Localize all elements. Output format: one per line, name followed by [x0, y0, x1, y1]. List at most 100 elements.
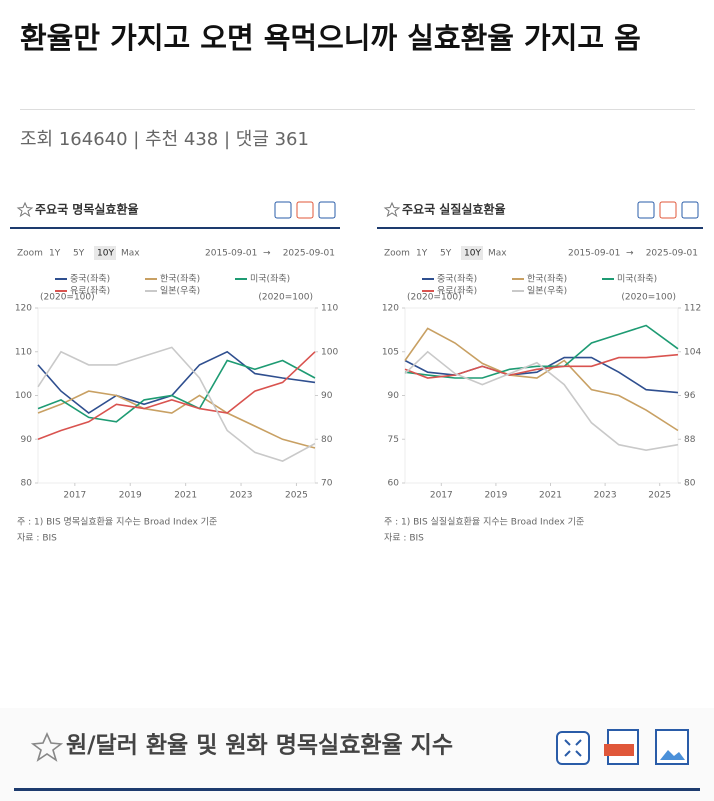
star-icon[interactable]: [16, 201, 34, 218]
x-tick-label: 2017: [63, 491, 86, 501]
legend-label: 유로(좌축): [437, 286, 477, 297]
y2-tick-label: 104: [684, 347, 701, 357]
data-icon-band: [604, 744, 634, 756]
series-line: [37, 359, 316, 423]
y-tick-label: 100: [15, 391, 32, 401]
y-tick-label: 110: [15, 347, 32, 357]
y-tick-label: 120: [15, 304, 32, 314]
zoom-active: [461, 246, 483, 260]
y-tick-label: 120: [382, 304, 399, 314]
y-note: (2020=100): [407, 293, 462, 303]
legend-label: 중국(좌축): [70, 274, 110, 285]
series-line: [404, 353, 679, 379]
y-tick-label: 75: [388, 435, 399, 445]
date-sep: →: [263, 249, 271, 259]
zoom-button[interactable]: 10Y: [464, 249, 481, 259]
y2-tick-label: 88: [684, 435, 696, 445]
y2-tick-label: 100: [321, 347, 338, 357]
y-tick-label: 60: [388, 479, 400, 489]
y2-tick-label: 110: [321, 304, 338, 314]
y-tick-label: 105: [382, 347, 399, 357]
section-bg: [0, 708, 714, 801]
panel-bg: [5, 190, 345, 560]
series-line: [404, 356, 679, 394]
post-meta: 조회 164640 | 추천 438 | 댓글 361: [20, 129, 309, 150]
zoom-active: [94, 246, 116, 260]
y2-tick-label: 90: [321, 391, 333, 401]
panel-icon[interactable]: [659, 201, 677, 219]
x-tick-label: 2019: [484, 491, 507, 501]
footnote: 주 : 1) BIS 실질실효환율 지수는 Broad Index 기준: [384, 516, 584, 528]
footnote: 자료 : BIS: [384, 533, 424, 544]
panel-rule: [377, 227, 703, 229]
x-tick-label: 2019: [119, 491, 142, 501]
chart-panel: 주요국 명목실효환율 Zoom 1Y 5Y 10Y Max 2015-09-01 → 2025-…: [5, 190, 345, 560]
y2-tick-label: 80: [321, 435, 333, 445]
y2-tick-label: 96: [684, 391, 696, 401]
star-icon[interactable]: [383, 201, 401, 218]
y2-tick-label: 112: [684, 304, 701, 314]
legend-label: 한국(좌축): [527, 274, 567, 285]
x-tick-label: 2017: [430, 491, 453, 501]
x-tick-label: 2021: [539, 491, 562, 501]
section-rule: [14, 788, 700, 791]
zoom-button[interactable]: 1Y: [49, 249, 61, 259]
y2-tick-label: 70: [321, 479, 333, 489]
legend-label: 일본(우축): [160, 286, 200, 297]
zoom-button[interactable]: 10Y: [97, 249, 114, 259]
panel-icon[interactable]: [637, 201, 655, 219]
panel-title: 주요국 실질실효환율: [402, 202, 506, 217]
panel-icon[interactable]: [296, 201, 314, 219]
panel-icon[interactable]: [681, 201, 699, 219]
zoom-button[interactable]: 5Y: [73, 249, 85, 259]
chart-panel: 주요국 실질실효환율 Zoom 1Y 5Y 10Y Max 2015-09-01 → 2025-…: [372, 190, 708, 560]
series-line: [37, 346, 316, 462]
panel-icon[interactable]: [274, 201, 292, 219]
date-end: 2025-09-01: [646, 249, 698, 259]
series-line: [404, 327, 679, 432]
zoom-label: Zoom: [17, 249, 43, 259]
expand-arrows: [564, 739, 582, 757]
image-icon-shape: [660, 750, 685, 760]
y-note: (2020=100): [40, 293, 95, 303]
date-sep: →: [626, 249, 634, 259]
y-tick-label: 90: [388, 391, 400, 401]
panel-title: 주요국 명목실효환율: [35, 202, 139, 217]
legend-label: 한국(좌축): [160, 274, 200, 285]
expand-icon[interactable]: [556, 731, 590, 765]
y2-note: (2020=100): [258, 293, 313, 303]
zoom-button[interactable]: 1Y: [416, 249, 428, 259]
y-tick-label: 80: [21, 479, 33, 489]
series-line: [404, 350, 679, 452]
post-title: 환율만 가지고 오면 욕먹으니까 실효환율 가지고 옴: [20, 21, 641, 55]
x-tick-label: 2023: [594, 491, 617, 501]
legend-label: 중국(좌축): [437, 274, 477, 285]
date-start: 2015-09-01: [568, 249, 620, 259]
x-tick-label: 2021: [174, 491, 197, 501]
y2-tick-label: 80: [684, 479, 696, 489]
divider: [20, 109, 695, 110]
y-tick-label: 90: [21, 435, 33, 445]
date-start: 2015-09-01: [205, 249, 257, 259]
zoom-label: Zoom: [384, 249, 410, 259]
date-end: 2025-09-01: [283, 249, 335, 259]
x-tick-label: 2025: [648, 491, 671, 501]
legend-label: 미국(좌축): [617, 274, 657, 285]
zoom-button[interactable]: Max: [488, 249, 507, 259]
panel-rule: [10, 227, 340, 229]
section-header: 원/달러 환율 및 원화 명목실효환율 지수: [0, 708, 714, 801]
zoom-button[interactable]: Max: [121, 249, 140, 259]
legend-label: 일본(우축): [527, 286, 567, 297]
y2-note: (2020=100): [621, 293, 676, 303]
panel-icon[interactable]: [318, 201, 336, 219]
series-line: [37, 390, 316, 449]
zoom-button[interactable]: 5Y: [440, 249, 452, 259]
footnote: 주 : 1) BIS 명목실효환율 지수는 Broad Index 기준: [17, 516, 217, 528]
section-title: 원/달러 환율 및 원화 명목실효환율 지수: [66, 733, 453, 759]
footnote: 자료 : BIS: [17, 533, 57, 544]
x-tick-label: 2025: [285, 491, 308, 501]
x-tick-label: 2023: [230, 491, 253, 501]
star-icon[interactable]: [30, 732, 64, 762]
series-line: [404, 324, 679, 379]
